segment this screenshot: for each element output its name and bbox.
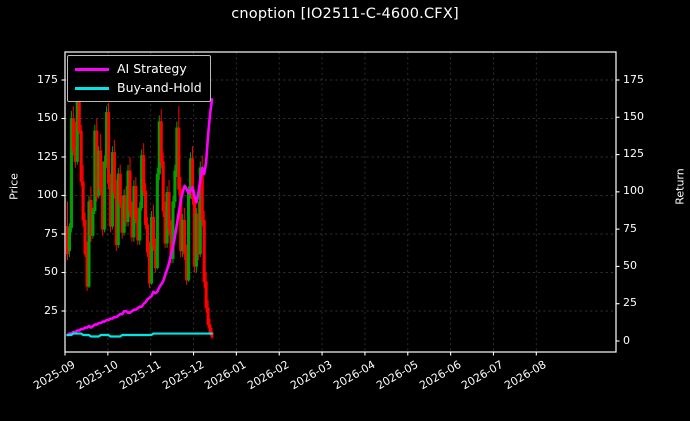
- chart-title: cnoption [IO2511-C-4600.CFX]: [231, 6, 459, 22]
- legend-label-buy-and-hold: Buy-and-Hold: [117, 80, 202, 95]
- line-ai-strategy: [66, 98, 214, 337]
- y-tick-right-25: 25: [623, 296, 637, 310]
- y-tick-left-75: 75: [44, 226, 58, 240]
- y-tick-left-150: 150: [37, 111, 58, 124]
- y-tick-left-50: 50: [44, 265, 58, 278]
- y-tick-right-175: 175: [623, 72, 644, 86]
- y-tick-left-25: 25: [44, 303, 58, 317]
- y-tick-right-75: 75: [623, 221, 637, 235]
- y-tick-right-50: 50: [623, 258, 637, 272]
- y-tick-left-175: 175: [37, 72, 58, 86]
- y-tick-right-100: 100: [623, 184, 644, 198]
- line-buy-and-hold: [66, 332, 214, 338]
- legend-swatch-buy-and-hold: [75, 87, 109, 90]
- y-axis-label-left: Price: [7, 173, 21, 200]
- y-tick-right-150: 150: [623, 109, 644, 123]
- y-tick-right-0: 0: [623, 333, 630, 347]
- legend-swatch-ai-strategy: [75, 68, 109, 71]
- chart-legend: AI Strategy Buy-and-Hold: [67, 55, 211, 102]
- candlestick-series: [65, 87, 214, 339]
- legend-label-ai-strategy: AI Strategy: [117, 61, 187, 76]
- chart-axes: [61, 51, 620, 356]
- y-tick-left-100: 100: [37, 188, 58, 201]
- y-axis-label-right: Return: [673, 168, 687, 205]
- y-tick-left-125: 125: [37, 149, 58, 163]
- y-tick-right-125: 125: [623, 147, 644, 161]
